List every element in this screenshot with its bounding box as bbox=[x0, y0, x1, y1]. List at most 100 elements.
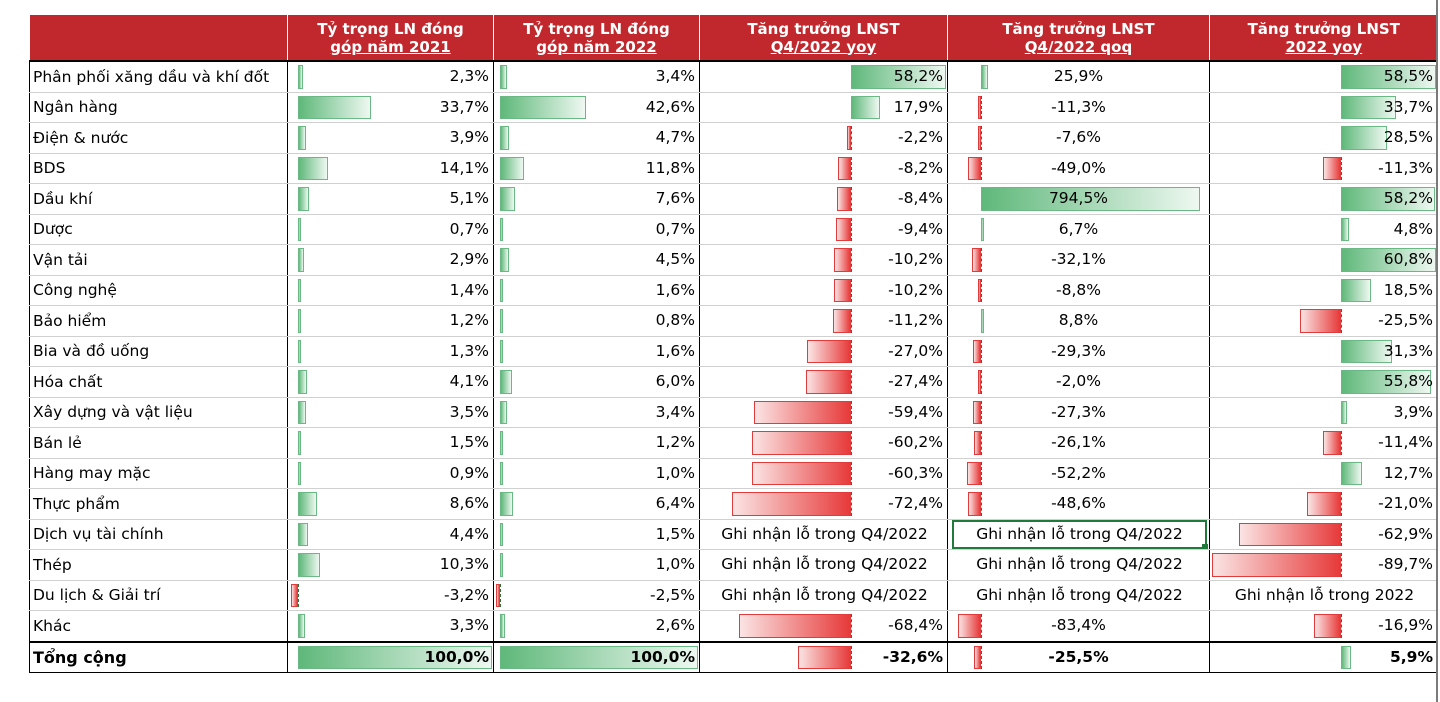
cell-q4yoy[interactable]: -11,2% bbox=[699, 305, 948, 337]
cell-q4yoy[interactable]: 58,2% bbox=[699, 61, 948, 93]
cell-q4yoy[interactable]: -32,6% bbox=[699, 640, 948, 673]
cell-q4qoq[interactable]: 6,7% bbox=[947, 214, 1210, 245]
cell-share2021[interactable]: 4,1% bbox=[287, 366, 494, 398]
cell-yoy2022[interactable]: 60,8% bbox=[1209, 244, 1438, 276]
cell-q4qoq[interactable]: Ghi nhận lỗ trong Q4/2022 bbox=[947, 580, 1210, 611]
cell-share2022[interactable]: 100,0% bbox=[493, 640, 700, 673]
sector-name[interactable]: Du lịch & Giải trí bbox=[29, 580, 288, 611]
sector-name[interactable]: Vận tải bbox=[29, 244, 288, 276]
cell-q4yoy[interactable]: -2,2% bbox=[699, 122, 948, 154]
cell-share2022[interactable]: 6,4% bbox=[493, 488, 700, 520]
cell-share2022[interactable]: 1,0% bbox=[493, 458, 700, 489]
cell-share2021[interactable]: 2,9% bbox=[287, 244, 494, 276]
cell-yoy2022[interactable]: -11,3% bbox=[1209, 153, 1438, 184]
cell-share2021[interactable]: 4,4% bbox=[287, 519, 494, 550]
cell-q4yoy[interactable]: Ghi nhận lỗ trong Q4/2022 bbox=[699, 580, 948, 611]
cell-q4qoq[interactable]: -48,6% bbox=[947, 488, 1210, 520]
sector-name[interactable]: Xây dựng và vật liệu bbox=[29, 397, 288, 428]
cell-q4qoq[interactable]: -29,3% bbox=[947, 336, 1210, 367]
cell-q4yoy[interactable]: -72,4% bbox=[699, 488, 948, 520]
sector-name[interactable]: Dịch vụ tài chính bbox=[29, 519, 288, 550]
cell-yoy2022[interactable]: 55,8% bbox=[1209, 366, 1438, 398]
cell-yoy2022[interactable]: 5,9% bbox=[1209, 640, 1438, 673]
sector-name[interactable]: Bảo hiểm bbox=[29, 305, 288, 337]
cell-yoy2022[interactable]: -16,9% bbox=[1209, 610, 1438, 642]
cell-q4yoy[interactable]: -68,4% bbox=[699, 610, 948, 642]
cell-q4qoq[interactable]: -8,8% bbox=[947, 275, 1210, 306]
cell-yoy2022[interactable]: 33,7% bbox=[1209, 92, 1438, 123]
cell-q4qoq[interactable]: 25,9% bbox=[947, 61, 1210, 93]
cell-q4yoy[interactable]: -27,4% bbox=[699, 366, 948, 398]
cell-yoy2022[interactable]: -62,9% bbox=[1209, 519, 1438, 550]
cell-yoy2022[interactable]: 3,9% bbox=[1209, 397, 1438, 428]
cell-q4qoq[interactable]: -27,3% bbox=[947, 397, 1210, 428]
cell-q4yoy[interactable]: -8,4% bbox=[699, 183, 948, 215]
cell-yoy2022[interactable]: 28,5% bbox=[1209, 122, 1438, 154]
cell-q4yoy[interactable]: -9,4% bbox=[699, 214, 948, 245]
cell-q4qoq[interactable]: -11,3% bbox=[947, 92, 1210, 123]
cell-q4yoy[interactable]: -10,2% bbox=[699, 244, 948, 276]
cell-q4yoy[interactable]: -60,2% bbox=[699, 427, 948, 459]
cell-q4qoq[interactable]: -25,5% bbox=[947, 640, 1210, 673]
cell-share2022[interactable]: 42,6% bbox=[493, 92, 700, 123]
cell-share2022[interactable]: -2,5% bbox=[493, 580, 700, 611]
cell-share2022[interactable]: 2,6% bbox=[493, 610, 700, 642]
cell-share2021[interactable]: 100,0% bbox=[287, 640, 494, 673]
cell-share2021[interactable]: 3,3% bbox=[287, 610, 494, 642]
sector-name[interactable]: Hàng may mặc bbox=[29, 458, 288, 489]
cell-q4qoq[interactable]: Ghi nhận lỗ trong Q4/2022 bbox=[947, 519, 1210, 550]
cell-share2022[interactable]: 3,4% bbox=[493, 397, 700, 428]
cell-share2021[interactable]: 0,7% bbox=[287, 214, 494, 245]
cell-q4yoy[interactable]: Ghi nhận lỗ trong Q4/2022 bbox=[699, 549, 948, 581]
cell-q4qoq[interactable]: -7,6% bbox=[947, 122, 1210, 154]
cell-share2021[interactable]: 3,9% bbox=[287, 122, 494, 154]
cell-share2021[interactable]: 10,3% bbox=[287, 549, 494, 581]
sector-name[interactable]: Công nghệ bbox=[29, 275, 288, 306]
sector-name[interactable]: Thực phẩm bbox=[29, 488, 288, 520]
cell-share2021[interactable]: 14,1% bbox=[287, 153, 494, 184]
cell-share2022[interactable]: 1,0% bbox=[493, 549, 700, 581]
cell-yoy2022[interactable]: -11,4% bbox=[1209, 427, 1438, 459]
cell-yoy2022[interactable]: Ghi nhận lỗ trong 2022 bbox=[1209, 580, 1438, 611]
cell-share2022[interactable]: 4,5% bbox=[493, 244, 700, 276]
sector-name[interactable]: BDS bbox=[29, 153, 288, 184]
cell-q4qoq[interactable]: -32,1% bbox=[947, 244, 1210, 276]
sector-name[interactable]: Hóa chất bbox=[29, 366, 288, 398]
cell-q4qoq[interactable]: -83,4% bbox=[947, 610, 1210, 642]
sector-name[interactable]: Thép bbox=[29, 549, 288, 581]
cell-q4qoq[interactable]: 8,8% bbox=[947, 305, 1210, 337]
cell-share2021[interactable]: 8,6% bbox=[287, 488, 494, 520]
cell-yoy2022[interactable]: 58,2% bbox=[1209, 183, 1438, 215]
cell-q4yoy[interactable]: -60,3% bbox=[699, 458, 948, 489]
cell-q4yoy[interactable]: -59,4% bbox=[699, 397, 948, 428]
cell-q4yoy[interactable]: -10,2% bbox=[699, 275, 948, 306]
cell-share2021[interactable]: -3,2% bbox=[287, 580, 494, 611]
cell-q4yoy[interactable]: -8,2% bbox=[699, 153, 948, 184]
cell-yoy2022[interactable]: 4,8% bbox=[1209, 214, 1438, 245]
cell-yoy2022[interactable]: -21,0% bbox=[1209, 488, 1438, 520]
cell-share2021[interactable]: 1,2% bbox=[287, 305, 494, 337]
cell-share2022[interactable]: 0,7% bbox=[493, 214, 700, 245]
sector-name[interactable]: Bán lẻ bbox=[29, 427, 288, 459]
sector-name[interactable]: Ngân hàng bbox=[29, 92, 288, 123]
cell-yoy2022[interactable]: -25,5% bbox=[1209, 305, 1438, 337]
cell-share2022[interactable]: 0,8% bbox=[493, 305, 700, 337]
cell-share2021[interactable]: 1,3% bbox=[287, 336, 494, 367]
cell-q4yoy[interactable]: -27,0% bbox=[699, 336, 948, 367]
cell-share2021[interactable]: 5,1% bbox=[287, 183, 494, 215]
cell-share2021[interactable]: 1,4% bbox=[287, 275, 494, 306]
cell-q4qoq[interactable]: Ghi nhận lỗ trong Q4/2022 bbox=[947, 549, 1210, 581]
cell-share2021[interactable]: 33,7% bbox=[287, 92, 494, 123]
sector-name[interactable]: Bia và đồ uống bbox=[29, 336, 288, 367]
cell-share2022[interactable]: 6,0% bbox=[493, 366, 700, 398]
cell-share2022[interactable]: 4,7% bbox=[493, 122, 700, 154]
cell-share2022[interactable]: 7,6% bbox=[493, 183, 700, 215]
cell-q4qoq[interactable]: 794,5% bbox=[947, 183, 1210, 215]
sector-name[interactable]: Khác bbox=[29, 610, 288, 642]
cell-share2021[interactable]: 1,5% bbox=[287, 427, 494, 459]
cell-share2022[interactable]: 1,6% bbox=[493, 275, 700, 306]
cell-yoy2022[interactable]: 31,3% bbox=[1209, 336, 1438, 367]
cell-yoy2022[interactable]: -89,7% bbox=[1209, 549, 1438, 581]
cell-share2021[interactable]: 3,5% bbox=[287, 397, 494, 428]
sector-name[interactable]: Điện & nước bbox=[29, 122, 288, 154]
